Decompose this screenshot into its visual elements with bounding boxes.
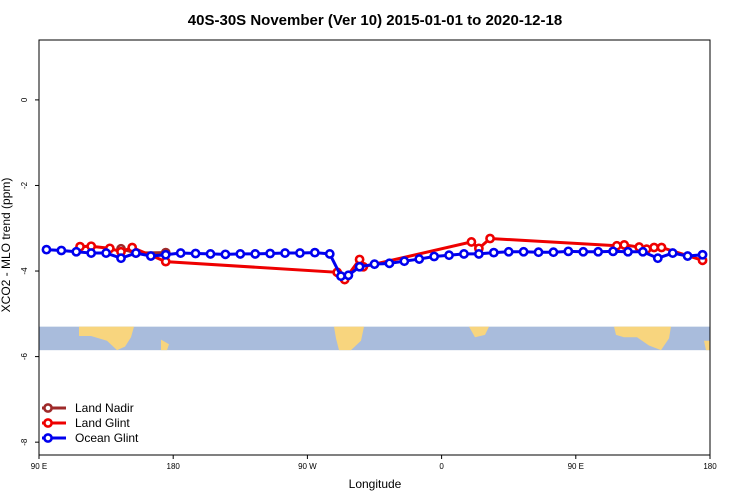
data-point: [563, 246, 574, 257]
data-point: [41, 244, 52, 255]
data-point: [384, 258, 395, 269]
data-point: [414, 254, 425, 264]
legend-item: Land Nadir: [42, 401, 134, 415]
data-point: [220, 249, 231, 260]
legend-label: Ocean Glint: [75, 431, 139, 445]
map-land: [704, 340, 710, 351]
map-land: [334, 326, 364, 351]
data-point: [235, 249, 246, 259]
legend-swatch-marker: [43, 418, 53, 428]
map-ocean: [39, 326, 710, 351]
series-ocean-glint: [41, 244, 708, 282]
x-axis: 90 E 180 90 W 0 90 E 180: [31, 455, 717, 471]
data-point: [656, 242, 667, 253]
data-point: [533, 247, 544, 258]
map-land: [161, 339, 169, 351]
data-point: [593, 246, 604, 257]
data-point: [336, 271, 346, 282]
chart-title: 40S-30S November (Ver 10) 2015-01-01 to …: [188, 12, 562, 29]
data-point: [145, 251, 156, 261]
series-line: [46, 248, 703, 278]
data-point: [265, 248, 276, 259]
x-tick-label: 0: [439, 462, 444, 471]
y-axis-label: XCO2 - MLO trend (ppm): [0, 178, 13, 313]
data-point: [578, 246, 589, 257]
y-tick-label: -2: [20, 181, 29, 189]
data-point: [608, 246, 618, 257]
data-point: [488, 247, 499, 258]
data-point: [548, 247, 559, 258]
data-point: [324, 249, 335, 259]
y-tick-label: -6: [20, 352, 29, 360]
data-point: [369, 259, 380, 270]
y-tick-label: 0: [20, 97, 29, 102]
data-point: [399, 256, 410, 267]
data-point: [309, 247, 320, 258]
x-axis-label: Longitude: [349, 477, 402, 491]
data-point: [250, 249, 261, 259]
data-point: [101, 248, 111, 258]
data-point: [354, 261, 365, 272]
data-point: [649, 242, 659, 253]
data-point: [343, 270, 354, 281]
x-tick-label: 180: [703, 462, 717, 471]
data-point: [131, 248, 141, 258]
data-point: [466, 237, 477, 247]
data-point: [638, 246, 648, 257]
data-point: [205, 249, 216, 259]
data-point: [71, 246, 82, 257]
map-land: [469, 326, 489, 338]
data-point: [190, 248, 201, 259]
legend-item: Land Glint: [42, 416, 130, 430]
data-point: [86, 248, 97, 258]
data-point: [175, 248, 186, 258]
legend-label: Land Nadir: [75, 401, 134, 415]
data-point: [444, 250, 454, 261]
x-tick-label: 90 W: [298, 462, 317, 471]
x-tick-label: 180: [167, 462, 181, 471]
legend-swatch-marker: [43, 403, 53, 413]
data-point: [697, 249, 708, 260]
x-tick-label: 90 E: [568, 462, 584, 471]
data-point: [459, 249, 469, 259]
data-point: [160, 249, 171, 260]
data-point: [667, 248, 678, 258]
legend-swatch-marker: [43, 433, 53, 443]
y-tick-label: -4: [20, 267, 29, 275]
data-point: [116, 253, 126, 264]
legend-label: Land Glint: [75, 416, 130, 430]
data-point: [619, 240, 630, 250]
map-land: [614, 326, 671, 351]
series-layer: [41, 233, 708, 285]
data-point: [473, 249, 484, 259]
data-point: [652, 253, 663, 264]
x-tick-label: 90 E: [31, 462, 47, 471]
map-land: [79, 326, 134, 351]
data-point: [280, 248, 290, 258]
y-tick-label: -8: [20, 438, 29, 446]
data-point: [518, 246, 529, 257]
data-point: [56, 245, 67, 256]
data-point: [503, 246, 514, 257]
data-point: [295, 248, 305, 258]
map-strip: [39, 326, 710, 351]
data-point: [682, 251, 693, 261]
data-point: [429, 251, 440, 262]
plot-frame: [38, 39, 711, 456]
data-point: [623, 246, 633, 257]
y-axis: 0 -2 -4 -6 -8: [20, 97, 39, 446]
legend-item: Ocean Glint: [42, 431, 139, 445]
data-point: [485, 233, 495, 244]
